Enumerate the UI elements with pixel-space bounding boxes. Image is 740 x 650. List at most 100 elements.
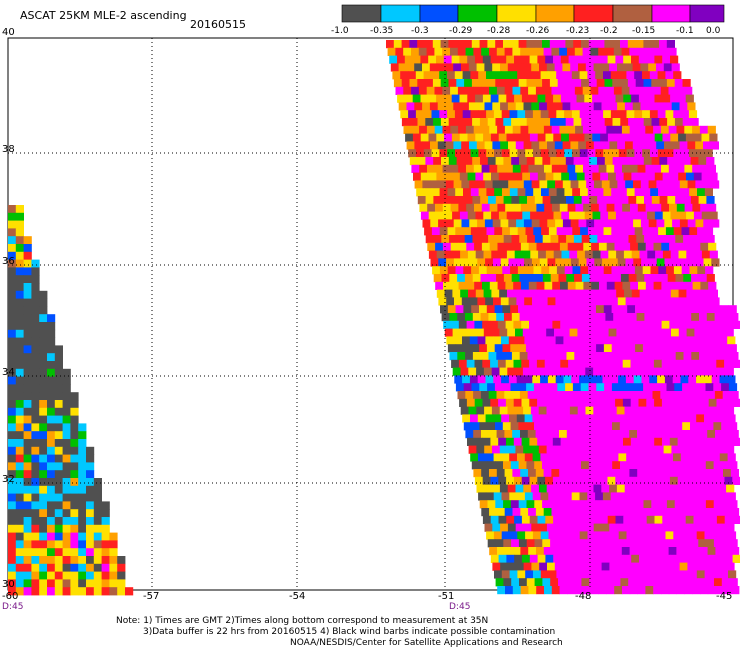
data-cell bbox=[648, 258, 658, 267]
data-cell bbox=[679, 562, 688, 571]
data-cell bbox=[525, 149, 534, 158]
data-cell bbox=[495, 539, 504, 548]
data-cell bbox=[456, 118, 465, 127]
data-cell bbox=[511, 539, 520, 548]
data-cell bbox=[567, 586, 576, 595]
data-cell bbox=[656, 523, 665, 532]
data-cell bbox=[31, 540, 40, 549]
data-cell bbox=[478, 492, 487, 501]
data-cell bbox=[562, 141, 571, 150]
data-cell bbox=[427, 242, 436, 251]
data-cell bbox=[647, 406, 657, 415]
data-cell bbox=[645, 47, 654, 56]
colorbar-swatch bbox=[380, 4, 421, 23]
data-cell bbox=[468, 367, 477, 376]
data-cell bbox=[651, 578, 660, 587]
data-cell bbox=[713, 344, 722, 353]
data-cell bbox=[563, 414, 572, 423]
data-cell bbox=[426, 86, 435, 95]
data-cell bbox=[644, 352, 653, 361]
data-cell bbox=[595, 188, 604, 197]
data-cell bbox=[15, 556, 24, 565]
data-cell bbox=[679, 219, 689, 228]
data-cell bbox=[671, 445, 680, 454]
data-cell bbox=[562, 562, 571, 571]
data-cell bbox=[502, 422, 511, 431]
data-cell bbox=[23, 439, 32, 448]
data-cell bbox=[435, 203, 444, 212]
data-cell bbox=[31, 329, 40, 338]
data-cell bbox=[15, 524, 24, 533]
data-cell bbox=[619, 344, 628, 353]
data-cell bbox=[649, 414, 658, 423]
data-cell bbox=[593, 484, 602, 493]
data-cell bbox=[592, 515, 601, 524]
data-cell bbox=[602, 414, 611, 423]
data-cell bbox=[605, 274, 614, 283]
data-cell bbox=[15, 314, 24, 323]
data-cell bbox=[580, 188, 589, 197]
data-cell bbox=[643, 157, 652, 166]
data-cell bbox=[700, 242, 709, 251]
data-cell bbox=[479, 118, 489, 127]
data-cell bbox=[614, 359, 624, 368]
data-cell bbox=[656, 63, 665, 72]
data-cell bbox=[487, 500, 496, 509]
data-cell bbox=[570, 562, 579, 571]
data-cell bbox=[620, 578, 629, 587]
data-cell bbox=[657, 570, 666, 579]
data-cell bbox=[436, 289, 445, 298]
data-cell bbox=[662, 554, 671, 563]
data-cell bbox=[446, 258, 455, 267]
data-cell bbox=[627, 461, 636, 470]
data-cell bbox=[584, 554, 593, 563]
data-cell bbox=[659, 235, 668, 244]
data-cell bbox=[510, 383, 519, 392]
data-cell bbox=[31, 571, 40, 580]
data-cell bbox=[706, 274, 715, 283]
data-cell bbox=[553, 250, 562, 259]
data-cell bbox=[526, 578, 535, 587]
data-cell bbox=[473, 47, 482, 56]
data-cell bbox=[566, 196, 575, 205]
colorbar-swatch bbox=[535, 4, 575, 23]
data-cell bbox=[460, 328, 469, 337]
data-cell bbox=[556, 188, 565, 197]
data-cell bbox=[606, 86, 615, 95]
data-cell bbox=[78, 524, 87, 533]
data-cell bbox=[456, 235, 466, 244]
data-cell bbox=[601, 523, 610, 532]
data-cell bbox=[708, 359, 717, 368]
data-cell bbox=[693, 398, 702, 407]
data-cell bbox=[505, 242, 514, 251]
data-cell bbox=[565, 578, 574, 587]
data-cell bbox=[461, 219, 470, 228]
data-cell bbox=[609, 219, 618, 228]
data-cell bbox=[426, 125, 436, 134]
data-cell bbox=[549, 344, 558, 353]
data-cell bbox=[23, 454, 32, 463]
data-cell bbox=[693, 211, 703, 220]
data-cell bbox=[554, 445, 563, 454]
data-cell bbox=[47, 384, 56, 393]
data-cell bbox=[488, 313, 497, 322]
data-cell bbox=[533, 149, 542, 158]
data-cell bbox=[565, 422, 574, 431]
data-cell bbox=[528, 586, 537, 595]
data-cell bbox=[511, 578, 520, 587]
data-cell bbox=[15, 540, 24, 549]
data-cell bbox=[480, 196, 489, 205]
data-cell bbox=[463, 383, 472, 392]
data-cell bbox=[415, 110, 425, 119]
data-cell bbox=[588, 266, 597, 275]
data-cell bbox=[500, 297, 509, 306]
data-cell bbox=[677, 359, 686, 368]
data-cell bbox=[39, 493, 48, 502]
data-cell bbox=[489, 203, 498, 212]
data-cell bbox=[446, 336, 455, 345]
data-cell bbox=[611, 149, 620, 158]
data-cell bbox=[643, 539, 652, 548]
data-cell bbox=[451, 55, 460, 64]
data-cell bbox=[528, 47, 537, 56]
data-cell bbox=[489, 547, 498, 556]
